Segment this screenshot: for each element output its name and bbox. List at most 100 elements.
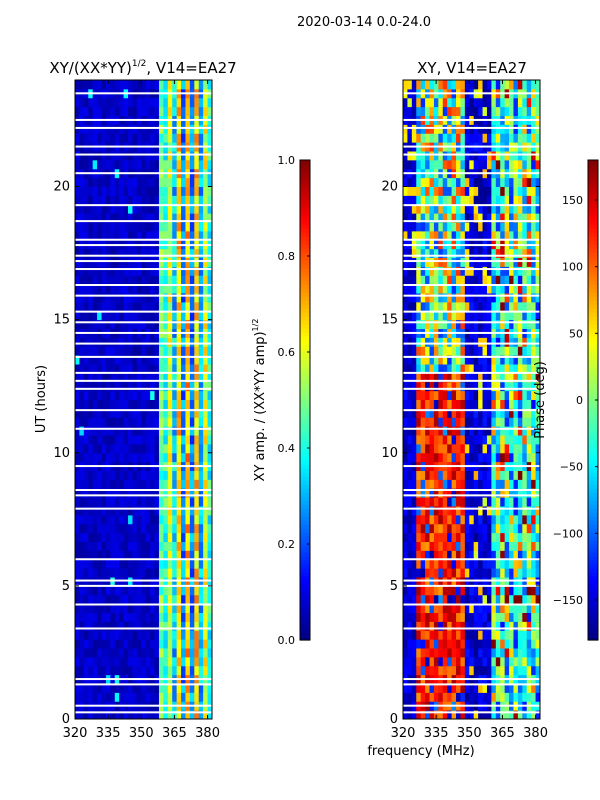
heatmap-cell — [473, 310, 479, 321]
heatmap-cell — [456, 523, 461, 534]
heatmap-cell — [411, 585, 417, 596]
heatmap-cell — [75, 151, 80, 161]
heatmap-cell — [185, 177, 191, 188]
heatmap-cell — [500, 177, 506, 188]
colorbar-segment — [588, 244, 598, 249]
heatmap-cell — [79, 213, 85, 223]
heatmap-cell — [517, 106, 523, 117]
heatmap-cell — [136, 656, 142, 667]
heatmap-cell — [486, 452, 492, 463]
heatmap-cell — [407, 337, 413, 347]
heatmap-cell — [460, 568, 466, 578]
heatmap-cell — [97, 222, 103, 232]
heatmap-cell — [407, 284, 413, 294]
heatmap-cell — [531, 710, 537, 720]
heatmap-cell — [83, 337, 89, 347]
heatmap-cell — [176, 435, 182, 445]
heatmap-cell — [114, 372, 120, 383]
heatmap-cell — [429, 585, 435, 596]
heatmap-cell — [411, 435, 417, 445]
heatmap-cell — [172, 133, 178, 143]
heatmap-cell — [416, 301, 422, 312]
heatmap-cell — [460, 621, 466, 631]
heatmap-cell — [128, 195, 133, 205]
heatmap-cell — [105, 337, 111, 347]
heatmap-cell — [517, 248, 523, 259]
heatmap-cell — [172, 497, 178, 507]
heatmap-cell — [101, 514, 107, 525]
heatmap-cell — [154, 355, 160, 365]
heatmap-cell — [460, 284, 466, 294]
heatmap-cell — [411, 426, 417, 436]
heatmap-cell — [185, 213, 191, 223]
heatmap-cell — [429, 435, 435, 445]
heatmap-cell — [167, 665, 173, 676]
heatmap-cell — [79, 372, 85, 383]
heatmap-cell — [207, 612, 213, 622]
heatmap-cell — [185, 159, 191, 170]
heatmap-cell — [438, 683, 444, 693]
heatmap-cell — [504, 213, 510, 223]
heatmap-cell — [447, 594, 453, 605]
heatmap-cell — [513, 364, 519, 374]
heatmap-cell — [464, 683, 470, 693]
heatmap-cell — [150, 648, 156, 658]
heatmap-cell — [101, 612, 107, 622]
heatmap-cell — [75, 550, 80, 560]
heatmap-cell — [189, 630, 195, 640]
heatmap-cell — [172, 337, 178, 347]
heatmap-cell — [128, 692, 133, 702]
heatmap-cell — [123, 479, 129, 489]
heatmap-cell — [411, 479, 417, 489]
heatmap-cell — [172, 222, 178, 232]
heatmap-cell — [460, 506, 466, 516]
heatmap-cell — [491, 621, 497, 631]
heatmap-cell — [411, 213, 417, 223]
heatmap-cell — [119, 426, 125, 436]
heatmap-cell — [97, 621, 103, 631]
flagged-row — [403, 220, 540, 223]
heatmap-cell — [416, 80, 422, 90]
heatmap-cell — [451, 541, 457, 551]
heatmap-cell — [79, 364, 85, 374]
heatmap-cell — [123, 133, 129, 143]
heatmap-cell — [473, 408, 479, 418]
heatmap-cell — [154, 648, 160, 658]
heatmap-cell — [172, 195, 178, 205]
colorbar-segment — [588, 460, 598, 465]
heatmap-cell — [123, 364, 129, 374]
heatmap-cell — [438, 390, 444, 401]
heatmap-cell — [447, 275, 453, 285]
heatmap-cell — [119, 497, 125, 507]
colorbar-segment — [300, 376, 310, 381]
heatmap-cell — [141, 630, 147, 640]
colorbar-segment — [588, 428, 598, 433]
heatmap-cell — [403, 346, 408, 356]
heatmap-cell — [167, 222, 173, 232]
heatmap-cell — [105, 293, 111, 303]
heatmap-cell — [110, 355, 116, 365]
heatmap-cell — [504, 559, 510, 569]
heatmap-cell — [198, 106, 204, 117]
heatmap-cell — [203, 381, 209, 392]
heatmap-cell — [482, 97, 488, 108]
colorbar-segment — [300, 160, 310, 165]
colorbar-segment — [300, 336, 310, 341]
heatmap-cell — [420, 506, 426, 516]
heatmap-cell — [185, 408, 191, 418]
heatmap-cell — [526, 337, 532, 347]
heatmap-cell — [185, 97, 191, 108]
heatmap-cell — [433, 550, 439, 560]
colorbar-segment — [588, 612, 598, 617]
heatmap-cell — [526, 479, 532, 489]
heatmap-cell — [123, 470, 129, 480]
heatmap-cell — [198, 195, 204, 205]
heatmap-cell — [447, 124, 453, 134]
heatmap-cell — [469, 523, 475, 534]
heatmap-cell — [491, 514, 497, 525]
heatmap-cell — [464, 355, 470, 365]
heatmap-cell — [185, 337, 191, 347]
heatmap-cell — [429, 390, 435, 401]
heatmap-cell — [189, 452, 195, 463]
heatmap-cell — [128, 541, 133, 551]
